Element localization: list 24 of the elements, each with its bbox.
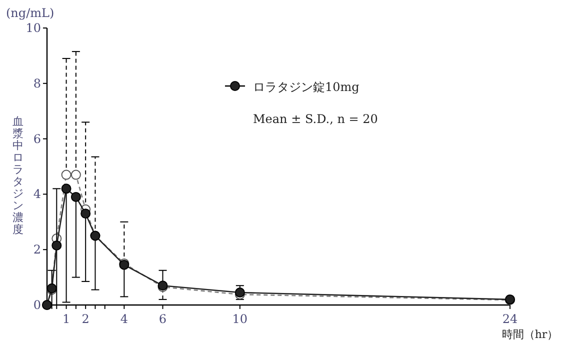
x-tick-label: 24 xyxy=(502,312,518,326)
point xyxy=(52,240,62,250)
legend: ロラタジン錠10mg Mean ± S.D., n = 20 xyxy=(225,80,378,126)
y-tick-label: 0 xyxy=(33,298,41,312)
x-tick-label: 6 xyxy=(158,312,167,326)
y-tick-label: 2 xyxy=(33,242,41,257)
y-tick-label: 6 xyxy=(33,132,41,146)
point xyxy=(61,170,72,180)
y-tick-label: 8 xyxy=(33,76,41,90)
legend-label: ロラタジン錠10mg xyxy=(253,80,360,94)
point xyxy=(80,208,91,219)
x-tick-label: 4 xyxy=(120,312,128,326)
x-tick-label: 10 xyxy=(232,312,248,326)
point xyxy=(70,192,81,202)
text: 血漿中ロラタジン濃度 xyxy=(12,115,24,236)
y-tick-label: 4 xyxy=(33,187,42,202)
text: (ng/mL) xyxy=(6,6,54,20)
point xyxy=(70,170,81,180)
x-tick-label: 1 xyxy=(62,312,70,326)
y-tick-label: 10 xyxy=(26,21,41,35)
point xyxy=(61,184,72,194)
x-axis-title: 時間（hr） xyxy=(502,328,558,341)
x-tick-label: 2 xyxy=(82,312,90,326)
annotation: Mean ± S.D., n = 20 xyxy=(253,112,378,126)
